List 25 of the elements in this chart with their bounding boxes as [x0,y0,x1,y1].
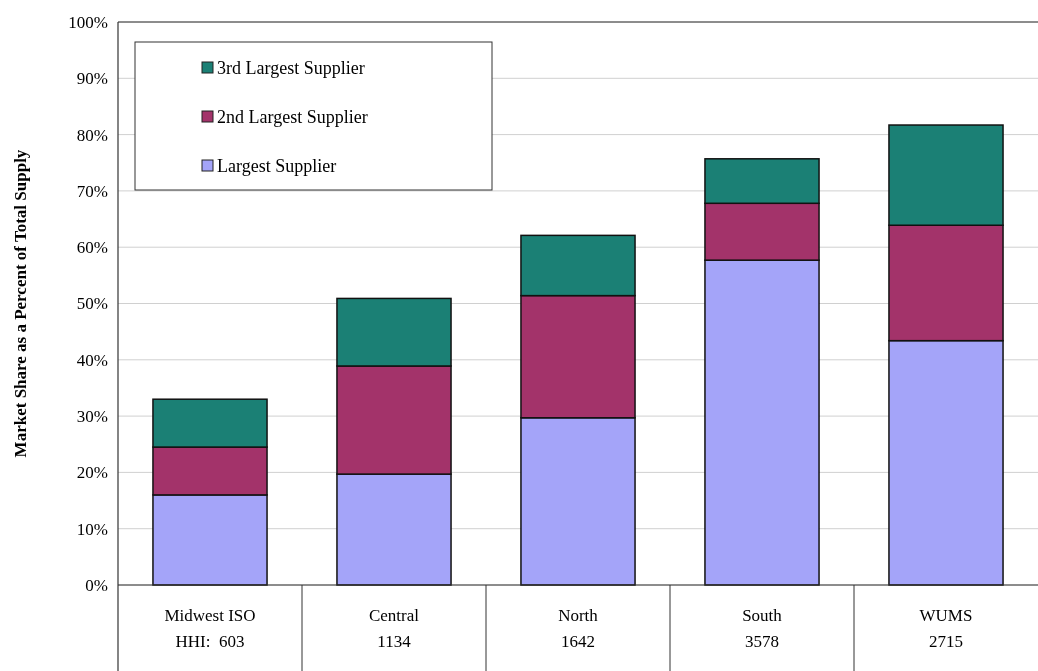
text: 3578 [745,632,779,651]
y-tick-label: 80% [76,125,108,145]
text: HHI: 603 [175,632,245,651]
x-tick-label: North [558,606,599,625]
legend-label: Largest Supplier [217,156,337,177]
x-tick-label: Midwest ISO [164,606,256,625]
x-tick-label: South [742,606,783,625]
x-tick-label: Central [368,606,420,625]
x-tick-label: WUMS [919,606,973,625]
y-tick-label: 70% [76,181,108,201]
y-tick-label: 30% [76,407,108,427]
y-axis-title: Market Share as a Percent of Total Supply [11,149,30,458]
y-tick-label: 100% [68,12,108,32]
y-tick-label: 20% [76,463,108,483]
y-tick-label: 40% [76,350,108,370]
text: 1134 [377,632,412,651]
text: 2715 [929,632,963,651]
legend-label: 2nd Largest Supplier [217,107,368,128]
y-tick-label: 50% [76,294,108,314]
y-tick-label: 60% [76,238,108,258]
y-tick-label: 90% [76,69,108,89]
y-tick-label: 10% [76,519,108,539]
y-tick-label: 0% [85,575,108,595]
text: 1642 [561,632,595,651]
legend-label: 3rd Largest Supplier [217,58,365,79]
